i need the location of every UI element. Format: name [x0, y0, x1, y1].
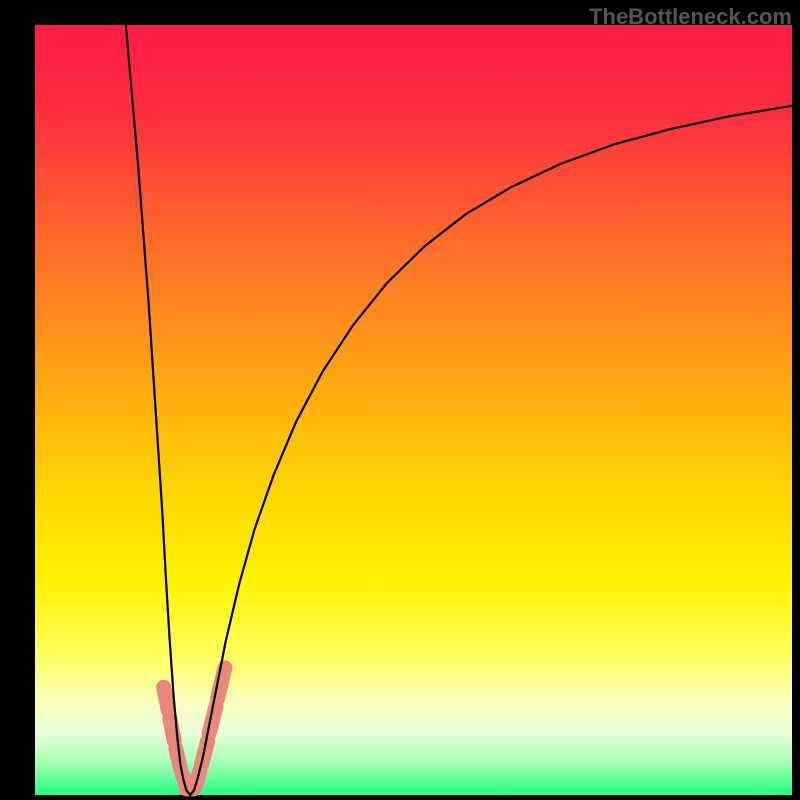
watermark-text: TheBottleneck.com — [589, 4, 792, 30]
bottleneck-chart — [0, 0, 800, 800]
chart-svg — [0, 0, 800, 800]
